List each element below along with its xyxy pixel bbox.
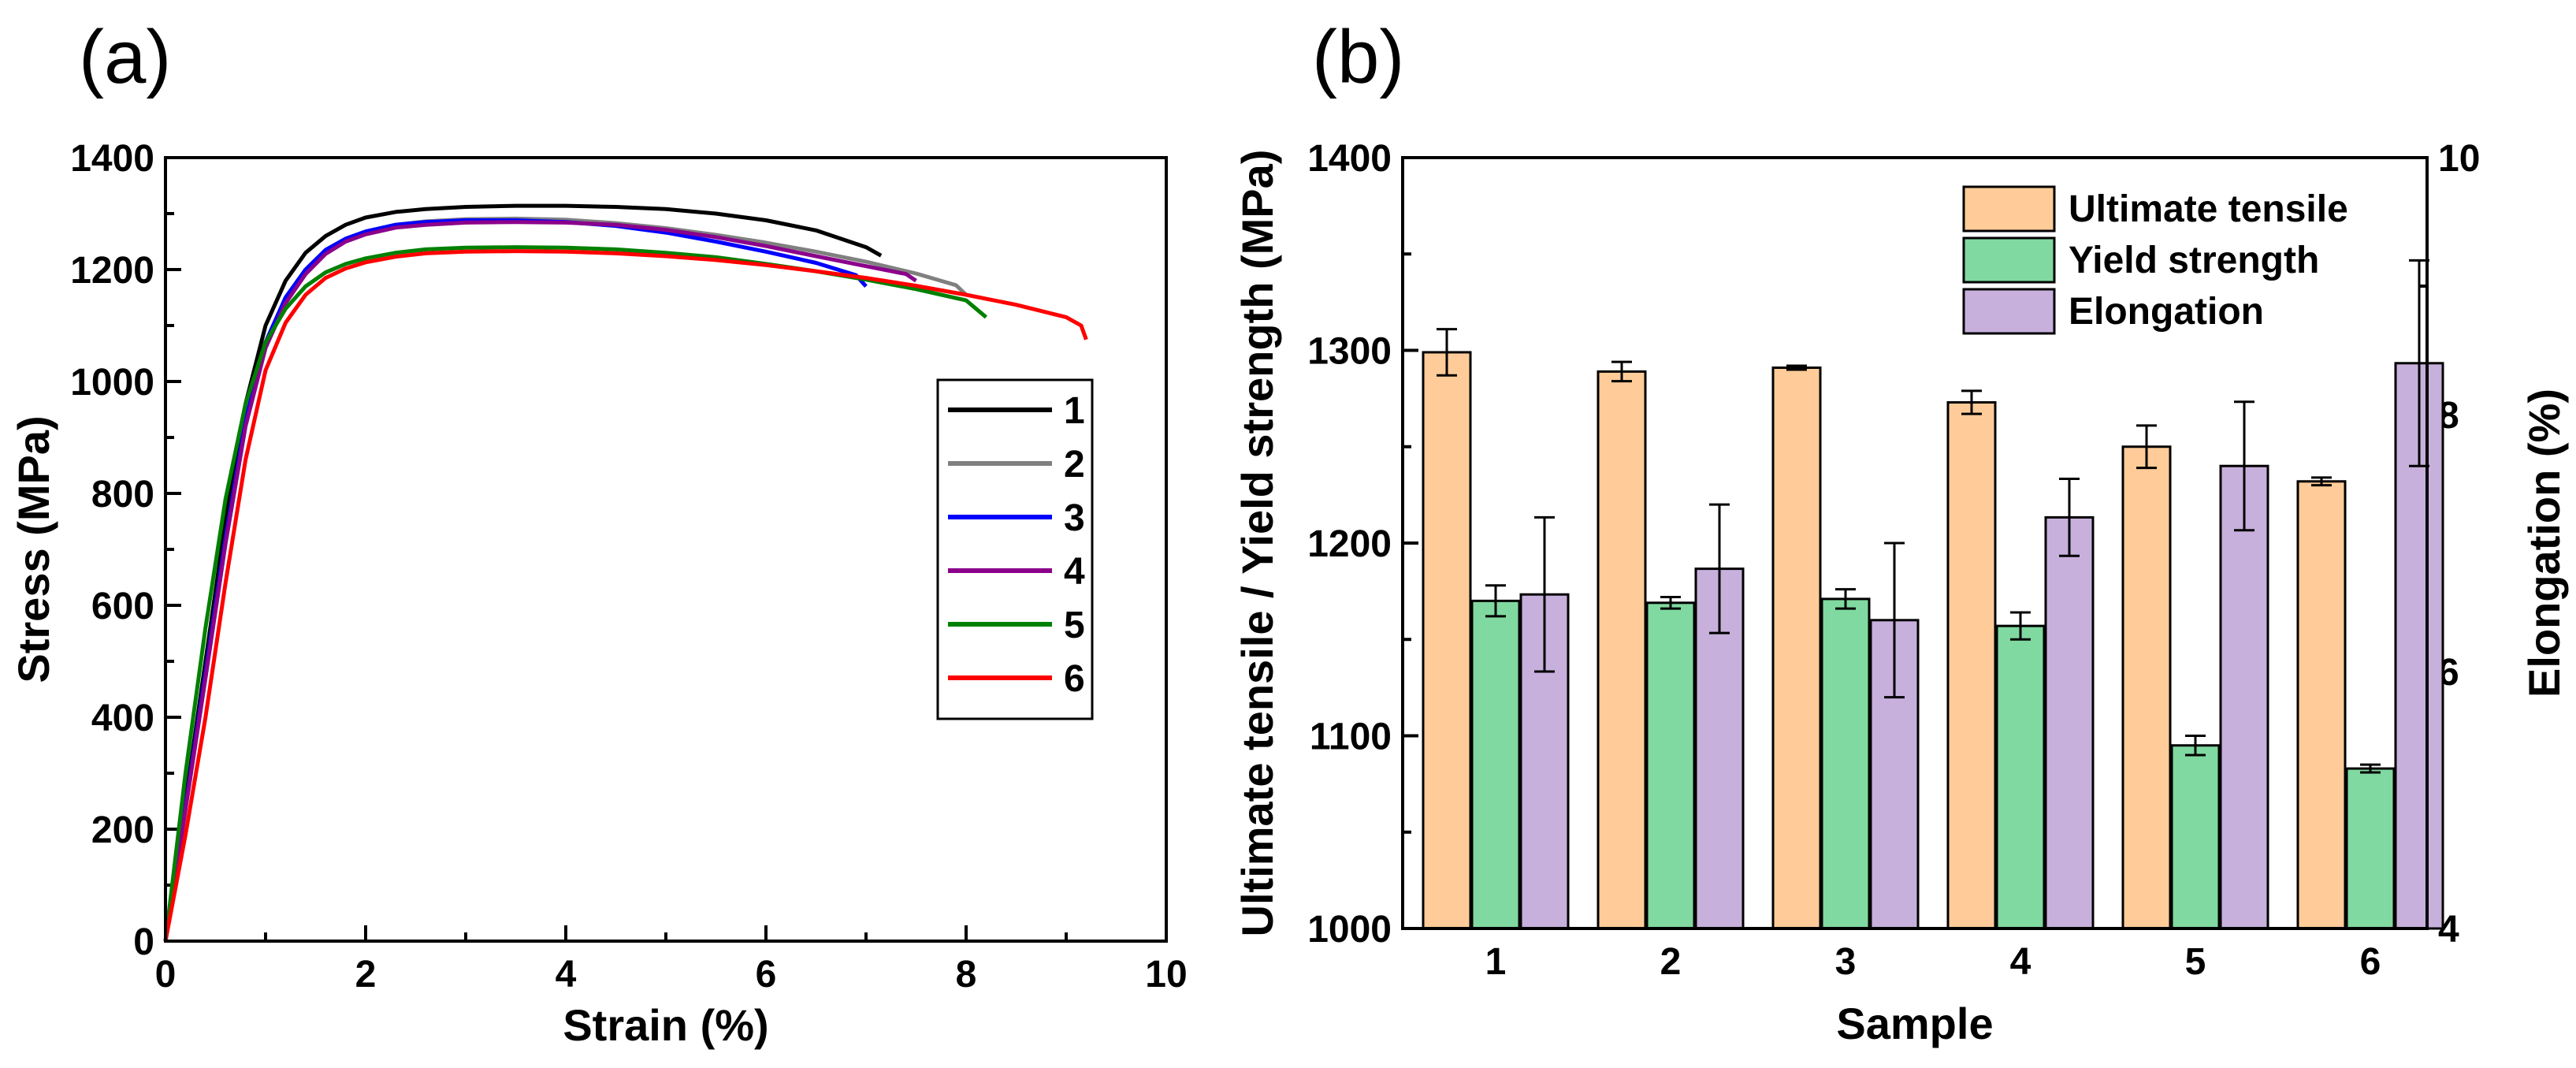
bar-ultimate-tensile-sample-2 — [1597, 370, 1647, 930]
y-tick-label: 0 — [133, 921, 154, 963]
y-tick-label: 1300 — [1307, 331, 1392, 373]
x-tick-label: 10 — [1145, 954, 1187, 995]
panel-b-label: (b) — [1312, 15, 1404, 99]
y-tick-label: 600 — [91, 586, 154, 627]
bar-ultimate-tensile-sample-1 — [1422, 351, 1472, 930]
series-line-1 — [163, 203, 883, 942]
bar-yield-strength-sample-1 — [1470, 599, 1521, 930]
y-tick-label: 400 — [91, 698, 154, 739]
error-bar — [1660, 595, 1681, 610]
bar-elongation-sample-5 — [2219, 464, 2269, 930]
series-line-3 — [163, 218, 868, 942]
bar-ultimate-tensile-sample-6 — [2296, 480, 2347, 930]
x-tick-label: 8 — [956, 954, 977, 995]
error-bar — [2311, 476, 2332, 487]
series-line-6 — [163, 249, 1088, 942]
panel-b-y-axis-title: Ultimate tensile / Yield strength (MPa) — [1232, 150, 1282, 937]
legend-label-2: 2 — [1064, 444, 1085, 486]
bar-yield-strength-sample-6 — [2345, 767, 2396, 930]
bar-yield-strength-sample-5 — [2170, 744, 2221, 930]
y-tick-label: 1000 — [1307, 909, 1392, 951]
x-tick-label: 2 — [1660, 941, 1682, 983]
y-tick-label: 1000 — [70, 362, 154, 404]
error-bar — [1835, 588, 1856, 610]
legend-label-elongation: Elongation — [2069, 291, 2264, 333]
error-bar — [2136, 424, 2157, 470]
error-bar — [1709, 503, 1730, 634]
error-bar — [1611, 360, 1632, 383]
series-line-5 — [163, 245, 988, 942]
error-bar — [1437, 328, 1457, 377]
x-tick-label: 4 — [556, 954, 577, 995]
bar-yield-strength-sample-4 — [1995, 624, 2046, 930]
legend-swatch-yield-strength — [1962, 236, 2056, 284]
y-tick-label: 1200 — [70, 250, 154, 292]
x-tick-label: 2 — [355, 954, 377, 995]
panel-a-ticks: 0 2 4 6 8 10 0 200 400 600 800 1000 1200 1400 — [70, 138, 1187, 995]
legend-label-4: 4 — [1064, 551, 1085, 593]
panel-a-legend: 1 2 3 4 5 6 — [936, 378, 1094, 720]
y-tick-label: 1400 — [70, 138, 154, 180]
y-tick-label: 1100 — [1310, 716, 1392, 758]
panel-b-x-axis-title: Sample — [1836, 999, 1993, 1048]
x-tick-label: 1 — [1485, 941, 1507, 983]
error-bar — [2360, 763, 2381, 774]
y-tick-label: 800 — [91, 474, 154, 515]
legend-swatch-ultimate-tensile — [1962, 185, 2056, 233]
panel-b-bars — [1422, 259, 2444, 930]
panel-a-series — [163, 203, 1088, 942]
error-bar — [2234, 400, 2254, 532]
legend-label-3: 3 — [1064, 497, 1085, 539]
y-tick-label: 1400 — [1307, 138, 1392, 180]
panel-b-y2-axis-title: Elongation (%) — [2519, 389, 2569, 698]
error-bar — [1485, 584, 1506, 618]
panel-b-plot-frame — [1401, 156, 2429, 930]
x-tick-label: 5 — [2185, 941, 2206, 983]
legend-label-1: 1 — [1064, 390, 1085, 432]
panel-a-plot-frame — [164, 156, 1168, 943]
y2-tick-label: 10 — [2438, 138, 2480, 180]
bar-yield-strength-sample-2 — [1645, 601, 1696, 930]
x-tick-label: 6 — [756, 954, 777, 995]
x-tick-label: 3 — [1835, 941, 1857, 983]
legend-label-ultimate-tensile: Ultimate tensile — [2069, 188, 2348, 230]
y-tick-label: 200 — [91, 809, 154, 851]
bar-ultimate-tensile-sample-3 — [1771, 367, 1822, 930]
legend-label-6: 6 — [1064, 658, 1085, 700]
error-bar — [2010, 611, 2031, 641]
legend-swatch-elongation — [1962, 288, 2056, 335]
error-bar — [2059, 478, 2080, 557]
error-bar — [1534, 515, 1555, 673]
x-tick-label: 4 — [2010, 941, 2031, 983]
error-bar — [1786, 364, 1807, 371]
bar-yield-strength-sample-3 — [1820, 597, 1871, 930]
panel-a-x-axis-title: Strain (%) — [563, 1000, 768, 1050]
panel-a-legend-box — [936, 378, 1094, 720]
error-bar — [1884, 541, 1905, 699]
error-bar — [1961, 389, 1982, 415]
legend-label-5: 5 — [1064, 605, 1085, 646]
bar-ultimate-tensile-sample-5 — [2121, 445, 2172, 930]
error-bar — [2185, 735, 2206, 757]
panel-a-label: (a) — [79, 15, 171, 99]
panel-a-y-axis-title: Stress (MPa) — [9, 415, 58, 683]
panel-b-legend: Ultimate tensile Yield strength Elongation — [1962, 185, 2348, 335]
panel-a-line-chart: (a) 0 2 4 6 8 10 0 200 400 600 800 1000 1200 1400 Str… — [9, 15, 1188, 1050]
y-tick-label: 1200 — [1307, 523, 1392, 565]
x-tick-label: 6 — [2360, 941, 2381, 983]
x-tick-label: 0 — [155, 954, 177, 995]
bar-elongation-sample-4 — [2044, 515, 2095, 930]
bar-ultimate-tensile-sample-4 — [1946, 401, 1997, 930]
legend-label-yield-strength: Yield strength — [2069, 240, 2319, 281]
series-line-4 — [163, 220, 917, 942]
